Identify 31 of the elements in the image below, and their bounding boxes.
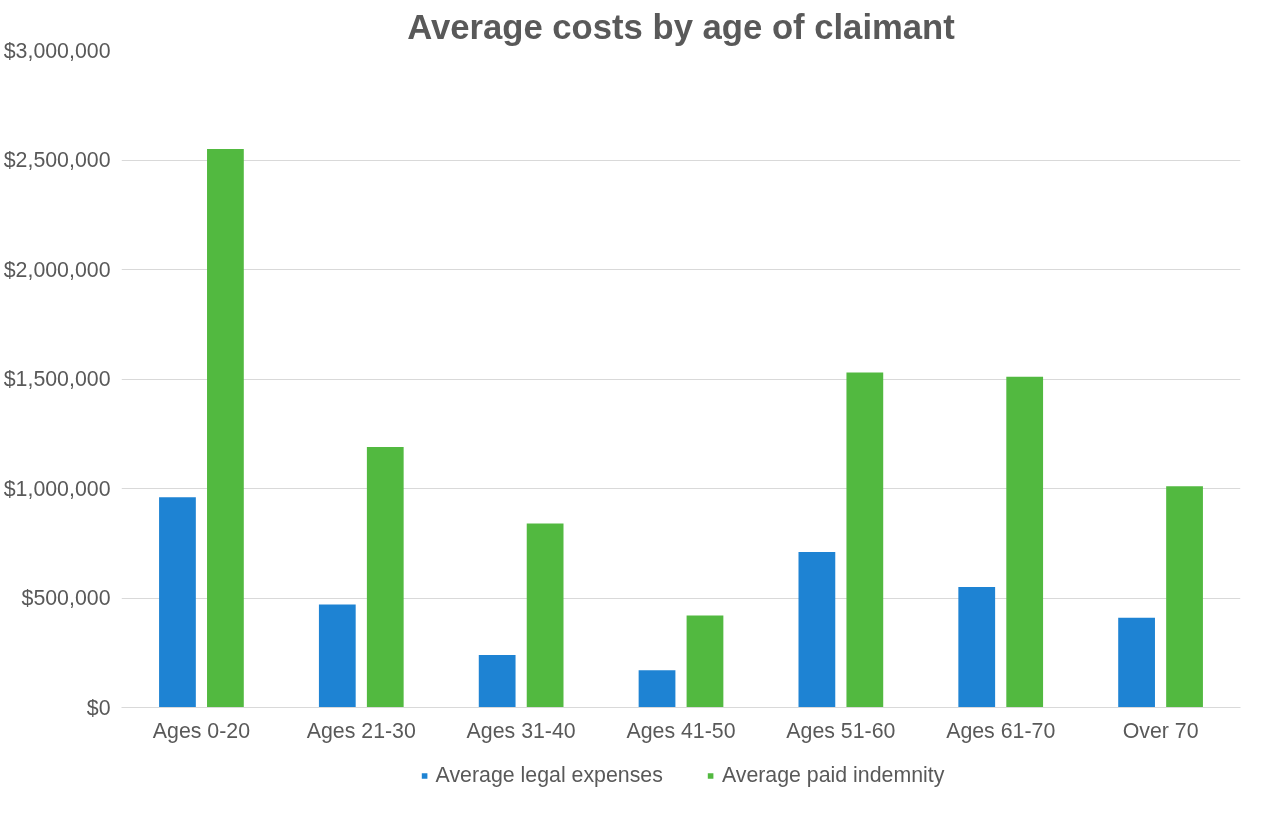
legend-label: Average legal expenses <box>435 762 663 788</box>
bar <box>638 670 676 708</box>
legend-label: Average paid indemnity <box>721 762 945 788</box>
bar <box>478 654 516 708</box>
x-tick-label: Ages 0-20 <box>152 718 251 743</box>
bar <box>1006 376 1044 708</box>
x-tick-label: Ages 51-60 <box>786 718 896 743</box>
y-tick-label: $500,000 <box>21 586 111 610</box>
bar <box>1166 486 1203 708</box>
bar <box>207 149 244 708</box>
bar <box>526 523 564 708</box>
bar <box>958 587 996 708</box>
y-tick-label: $3,000,000 <box>3 38 111 63</box>
y-tick-label: $0 <box>86 695 111 720</box>
y-tick-label: $1,500,000 <box>3 367 111 391</box>
y-tick-label: $2,500,000 <box>3 148 111 172</box>
x-tick-label: Ages 61-70 <box>946 718 1056 743</box>
y-tick-label: $1,000,000 <box>3 476 111 501</box>
x-tick-label: Ages 41-50 <box>626 718 736 743</box>
y-tick-label: $2,000,000 <box>3 257 111 282</box>
bar <box>1118 617 1155 708</box>
x-tick-label: Over 70 <box>1122 718 1199 743</box>
chart-title: Average costs by age of claimant <box>407 7 956 46</box>
bar <box>318 604 356 708</box>
bar <box>846 372 884 708</box>
bar <box>686 615 724 708</box>
x-tick-label: Ages 21-30 <box>306 718 416 743</box>
bar <box>159 497 196 708</box>
bar <box>366 446 404 708</box>
bar <box>798 552 836 708</box>
x-tick-label: Ages 31-40 <box>466 718 576 743</box>
